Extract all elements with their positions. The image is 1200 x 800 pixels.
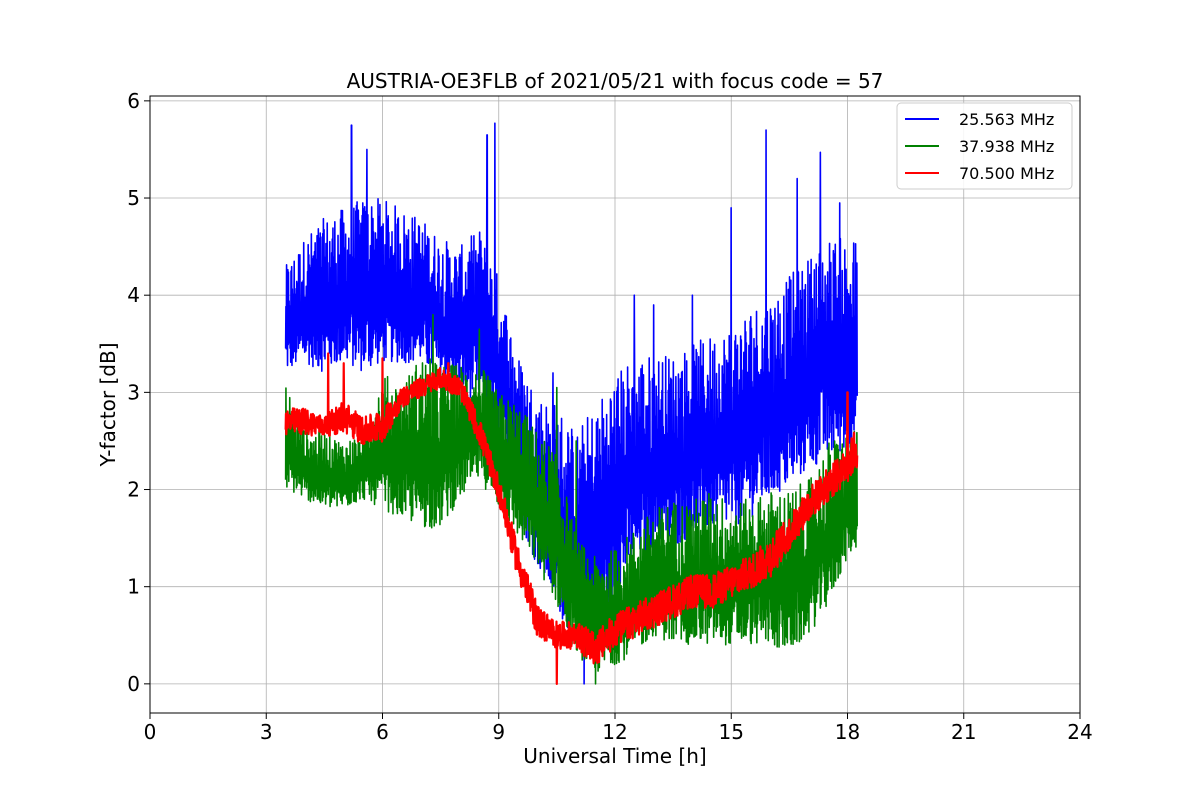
- chart-title: AUSTRIA-OE3FLB of 2021/05/21 with focus …: [347, 69, 884, 93]
- y-tick-label: 5: [127, 186, 140, 210]
- y-axis-label: Y-factor [dB]: [96, 342, 120, 467]
- y-tick-label: 4: [127, 283, 140, 307]
- y-tick-label: 1: [127, 575, 140, 599]
- x-tick-label: 15: [719, 720, 744, 744]
- legend-label: 70.500 MHz: [959, 164, 1054, 183]
- x-tick-label: 6: [376, 720, 389, 744]
- x-tick-label: 0: [144, 720, 157, 744]
- y-tick-label: 6: [127, 89, 140, 113]
- series-line-3: [284, 352, 859, 685]
- legend-label: 37.938 MHz: [959, 137, 1054, 156]
- legend-box: [896, 102, 1073, 190]
- x-axis-label: Universal Time [h]: [523, 744, 706, 768]
- y-tick-label: 0: [127, 672, 140, 696]
- x-tick-label: 9: [492, 720, 505, 744]
- legend: 25.563 MHz 37.938 MHz 70.500 MHz: [896, 102, 1073, 190]
- x-tick-label: 21: [951, 720, 976, 744]
- legend-label: 25.563 MHz: [959, 110, 1054, 129]
- x-tick-label: 12: [602, 720, 627, 744]
- series-layer: [284, 122, 859, 685]
- x-tick-label: 18: [835, 720, 860, 744]
- y-tick-label: 2: [127, 478, 140, 502]
- x-tick-label: 24: [1067, 720, 1092, 744]
- x-tick-label: 3: [260, 720, 273, 744]
- series-line-2: [284, 313, 858, 685]
- y-tick-label: 3: [127, 380, 140, 404]
